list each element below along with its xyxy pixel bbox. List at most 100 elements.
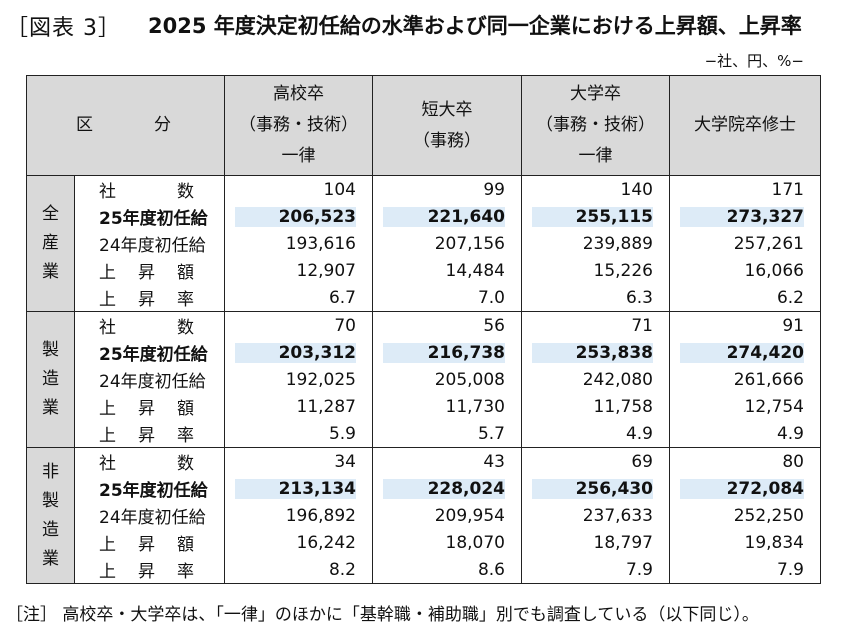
cell-salary-2025: 256,430 <box>521 475 670 502</box>
cell-increase-amount: 16,242 <box>224 529 373 556</box>
cell-salary-2024: 252,250 <box>669 502 821 529</box>
cell-company-count: 43 <box>372 447 522 475</box>
row-label-salary-2024: 24年度初任給 <box>74 366 225 393</box>
cell-increase-amount: 11,730 <box>372 393 522 420</box>
row-label-salary-2025: 25年度初任給 <box>74 475 225 502</box>
cell-salary-2024: 196,892 <box>224 502 373 529</box>
cell-increase-rate: 5.9 <box>224 420 373 448</box>
table-row: 25年度初任給 213,134 228,024 256,430 272,084 <box>27 475 821 502</box>
cell-salary-2024: 239,889 <box>521 230 670 257</box>
cell-company-count: 99 <box>372 175 522 203</box>
cell-salary-2024: 192,025 <box>224 366 373 393</box>
cell-salary-2024: 257,261 <box>669 230 821 257</box>
header-col-masters: 大学院卒修士 <box>669 75 821 176</box>
cell-company-count: 171 <box>669 175 821 203</box>
row-label-increase-amount: 上昇額 <box>74 393 225 420</box>
cell-increase-rate: 6.7 <box>224 284 373 312</box>
table-row: 非製造業社数 34 43 69 80 <box>26 447 821 584</box>
row-label-salary-2025: 25年度初任給 <box>74 339 225 366</box>
cell-salary-2024: 261,666 <box>669 366 821 393</box>
cell-salary-2025: 228,024 <box>372 475 522 502</box>
table-row: 24年度初任給 196,892 209,954 237,633 252,250 <box>27 502 821 529</box>
cell-increase-amount: 14,484 <box>372 257 522 284</box>
row-label-salary-2025: 25年度初任給 <box>74 203 225 230</box>
cell-increase-rate: 7.9 <box>521 556 670 584</box>
table-row: 全産業社数 104 99 140 171 <box>26 175 821 312</box>
row-label-company-count: 社数 <box>74 311 225 339</box>
cell-increase-amount: 11,287 <box>224 393 373 420</box>
cell-increase-amount: 19,834 <box>669 529 821 556</box>
cell-increase-amount: 12,907 <box>224 257 373 284</box>
cell-increase-rate: 4.9 <box>669 420 821 448</box>
header-col-junior-college: 短大卒 （事務） <box>372 75 522 176</box>
row-label-salary-2024: 24年度初任給 <box>74 230 225 257</box>
table-row: 上昇率 5.9 5.7 4.9 4.9 <box>27 420 821 448</box>
table-row: 製造業社数 70 56 71 91 <box>26 311 821 448</box>
salary-table: 区 分 高校卒 （事務・技術） 一律 短大卒 （事務） 大学卒 （事務・技術） … <box>26 75 821 584</box>
cell-salary-2024: 242,080 <box>521 366 670 393</box>
cell-salary-2025: 216,738 <box>372 339 522 366</box>
group-label-all-industries: 全産業 <box>26 175 75 312</box>
table-row: 上昇額 12,907 14,484 15,226 16,066 <box>27 257 821 284</box>
cell-company-count: 80 <box>669 447 821 475</box>
cell-salary-2025: 221,640 <box>372 203 522 230</box>
table-row: 25年度初任給 206,523 221,640 255,115 273,327 <box>27 203 821 230</box>
cell-salary-2024: 209,954 <box>372 502 522 529</box>
cell-increase-amount: 18,797 <box>521 529 670 556</box>
table-row: 上昇率 6.7 7.0 6.3 6.2 <box>27 284 821 312</box>
row-label-company-count: 社数 <box>74 175 225 203</box>
cell-company-count: 71 <box>521 311 670 339</box>
group-label-manufacturing: 製造業 <box>26 311 75 448</box>
row-label-company-count: 社数 <box>74 447 225 475</box>
unit-note: −社、円、%− <box>704 52 804 70</box>
footnote: ［注］ 高校卒・大学卒は、「一律」のほかに「基幹職・補助職」別でも調査している（… <box>6 605 759 625</box>
cell-company-count: 70 <box>224 311 373 339</box>
group-label-non-manufacturing: 非製造業 <box>26 447 75 584</box>
row-label-increase-rate: 上昇率 <box>74 556 225 584</box>
cell-salary-2025: 203,312 <box>224 339 373 366</box>
figure-label: ［図表 3］ <box>6 16 121 41</box>
header-col-university: 大学卒 （事務・技術） 一律 <box>521 75 670 176</box>
cell-increase-rate: 6.3 <box>521 284 670 312</box>
cell-company-count: 34 <box>224 447 373 475</box>
cell-company-count: 91 <box>669 311 821 339</box>
cell-company-count: 69 <box>521 447 670 475</box>
cell-increase-rate: 4.9 <box>521 420 670 448</box>
cell-increase-rate: 8.6 <box>372 556 522 584</box>
cell-increase-rate: 7.9 <box>669 556 821 584</box>
cell-salary-2025: 213,134 <box>224 475 373 502</box>
cell-increase-rate: 6.2 <box>669 284 821 312</box>
cell-increase-amount: 15,226 <box>521 257 670 284</box>
cell-salary-2025: 273,327 <box>669 203 821 230</box>
table-row: 上昇率 8.2 8.6 7.9 7.9 <box>27 556 821 584</box>
table-row: 上昇額 16,242 18,070 18,797 19,834 <box>27 529 821 556</box>
cell-salary-2025: 255,115 <box>521 203 670 230</box>
cell-salary-2025: 206,523 <box>224 203 373 230</box>
table-row: 24年度初任給 193,616 207,156 239,889 257,261 <box>27 230 821 257</box>
cell-salary-2024: 207,156 <box>372 230 522 257</box>
row-label-increase-amount: 上昇額 <box>74 529 225 556</box>
table-row: 上昇額 11,287 11,730 11,758 12,754 <box>27 393 821 420</box>
table-row: 25年度初任給 203,312 216,738 253,838 274,420 <box>27 339 821 366</box>
row-label-increase-rate: 上昇率 <box>74 284 225 312</box>
cell-salary-2025: 274,420 <box>669 339 821 366</box>
cell-company-count: 56 <box>372 311 522 339</box>
table-header-row: 区 分 高校卒 （事務・技術） 一律 短大卒 （事務） 大学卒 （事務・技術） … <box>26 75 821 176</box>
page-title: 2025 年度決定初任給の水準および同一企業における上昇額、上昇率 <box>148 14 802 38</box>
cell-increase-amount: 18,070 <box>372 529 522 556</box>
cell-salary-2024: 237,633 <box>521 502 670 529</box>
header-col-high-school: 高校卒 （事務・技術） 一律 <box>224 75 373 176</box>
cell-increase-rate: 8.2 <box>224 556 373 584</box>
cell-increase-amount: 16,066 <box>669 257 821 284</box>
cell-increase-amount: 11,758 <box>521 393 670 420</box>
header-kubun: 区 分 <box>26 75 225 176</box>
cell-salary-2024: 205,008 <box>372 366 522 393</box>
cell-salary-2024: 193,616 <box>224 230 373 257</box>
cell-salary-2025: 272,084 <box>669 475 821 502</box>
cell-salary-2025: 253,838 <box>521 339 670 366</box>
cell-company-count: 104 <box>224 175 373 203</box>
row-label-increase-rate: 上昇率 <box>74 420 225 448</box>
cell-increase-rate: 7.0 <box>372 284 522 312</box>
row-label-salary-2024: 24年度初任給 <box>74 502 225 529</box>
row-label-increase-amount: 上昇額 <box>74 257 225 284</box>
